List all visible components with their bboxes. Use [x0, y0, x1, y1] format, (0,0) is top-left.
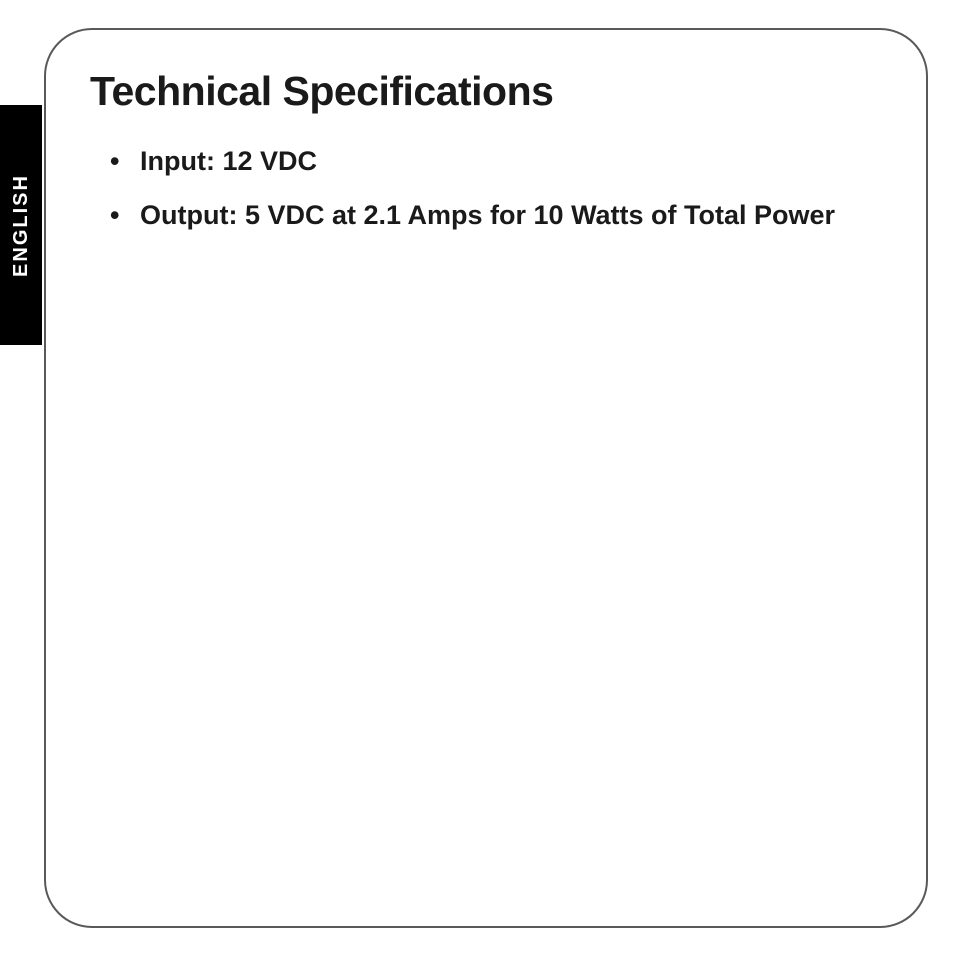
spec-list: Input: 12 VDC Output: 5 VDC at 2.1 Amps …	[90, 143, 882, 235]
spec-item: Output: 5 VDC at 2.1 Amps for 10 Watts o…	[110, 197, 882, 235]
language-tab-label: ENGLISH	[10, 174, 33, 277]
content-box: Technical Specifications Input: 12 VDC O…	[44, 28, 928, 928]
page-title: Technical Specifications	[90, 68, 882, 115]
spec-item: Input: 12 VDC	[110, 143, 882, 181]
language-tab: ENGLISH	[0, 105, 42, 345]
